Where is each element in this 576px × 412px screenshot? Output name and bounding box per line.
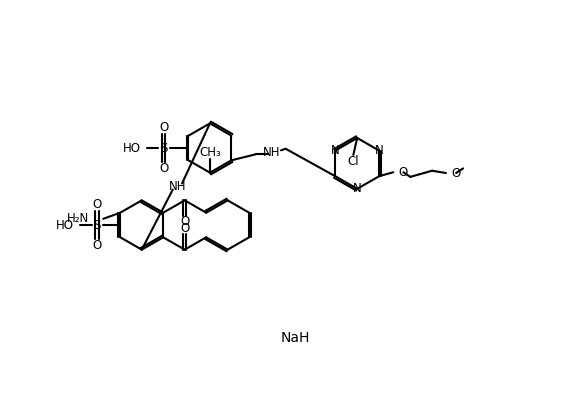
Text: H₂N: H₂N (67, 212, 89, 225)
Text: O: O (180, 215, 190, 228)
Text: NaH: NaH (281, 331, 310, 345)
Text: O: O (92, 199, 101, 211)
Text: CH₃: CH₃ (199, 146, 221, 159)
Text: O: O (399, 166, 408, 179)
Text: O: O (159, 162, 168, 175)
Text: Cl: Cl (347, 154, 359, 168)
Text: N: N (353, 183, 362, 195)
Text: N: N (331, 144, 339, 157)
Text: N: N (375, 144, 384, 157)
Text: O: O (92, 239, 101, 251)
Text: O: O (159, 122, 168, 134)
Text: NH: NH (263, 146, 281, 159)
Text: S: S (160, 141, 168, 154)
Text: HO: HO (56, 218, 74, 232)
Text: O: O (180, 222, 190, 234)
Text: S: S (93, 218, 101, 232)
Text: O: O (452, 166, 461, 180)
Text: NH: NH (169, 180, 186, 193)
Text: HO: HO (123, 141, 141, 154)
